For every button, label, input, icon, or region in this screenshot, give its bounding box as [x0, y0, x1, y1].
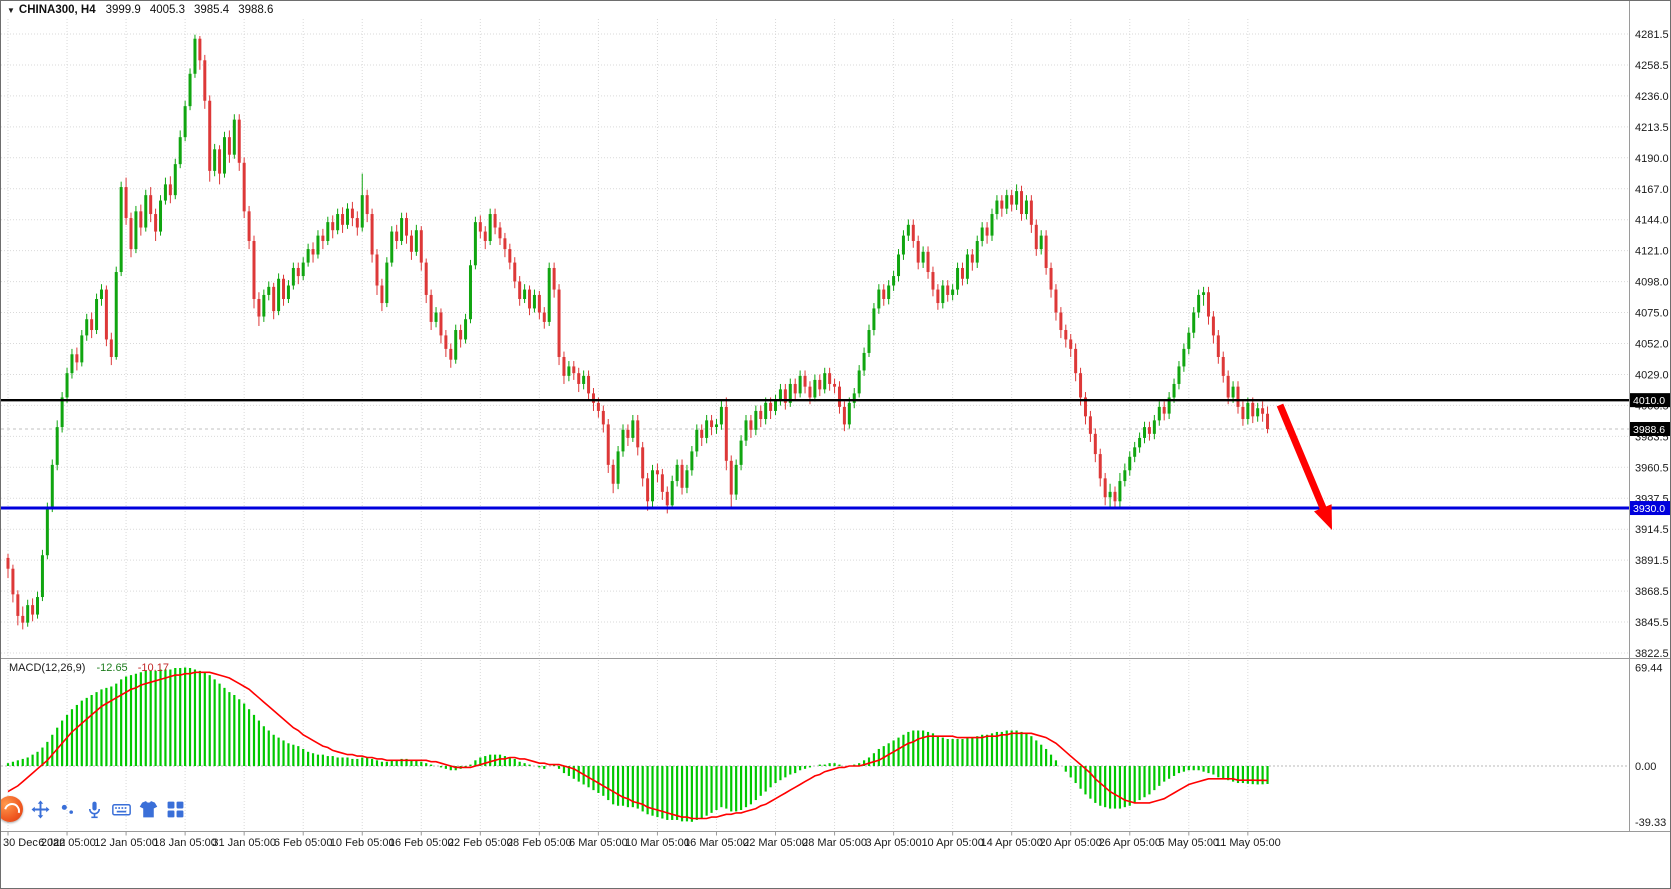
- svg-text:4281.5: 4281.5: [1635, 29, 1669, 41]
- macd-name: MACD(12,26,9): [9, 662, 86, 674]
- svg-text:11 May 05:00: 11 May 05:00: [1215, 837, 1281, 849]
- resistance-price-box: 4010.0: [1630, 393, 1670, 408]
- shirt-icon[interactable]: [139, 800, 158, 819]
- svg-text:3 Apr 05:00: 3 Apr 05:00: [865, 837, 921, 849]
- svg-text:3868.5: 3868.5: [1635, 586, 1669, 598]
- svg-text:6 Mar 05:00: 6 Mar 05:00: [569, 837, 628, 849]
- app-grid-icon[interactable]: [166, 800, 185, 819]
- svg-text:4029.0: 4029.0: [1635, 369, 1669, 381]
- svg-text:3891.5: 3891.5: [1635, 555, 1669, 567]
- pointer-dots-icon[interactable]: [58, 800, 77, 819]
- svg-text:0.00: 0.00: [1635, 761, 1656, 773]
- keyboard-icon[interactable]: [112, 800, 131, 819]
- svg-text:18 Jan 05:00: 18 Jan 05:00: [153, 837, 217, 849]
- svg-text:5 May 05:00: 5 May 05:00: [1159, 837, 1220, 849]
- macd-axis[interactable]: 69.44 0.00 -39.33: [1635, 662, 1666, 828]
- microphone-icon[interactable]: [85, 800, 104, 819]
- macd-main-value: -12.65: [96, 662, 128, 674]
- svg-text:3822.5: 3822.5: [1635, 648, 1669, 660]
- svg-text:16 Feb 05:00: 16 Feb 05:00: [389, 837, 454, 849]
- candlestick-series: [6, 34, 1270, 630]
- svg-text:30 Dec 2022: 30 Dec 2022: [3, 837, 65, 849]
- svg-text:10 Feb 05:00: 10 Feb 05:00: [330, 837, 395, 849]
- svg-text:3930.0: 3930.0: [1633, 503, 1665, 515]
- svg-text:4213.5: 4213.5: [1635, 122, 1669, 134]
- svg-text:28 Mar 05:00: 28 Mar 05:00: [802, 837, 867, 849]
- svg-text:4121.0: 4121.0: [1635, 246, 1669, 258]
- svg-text:28 Feb 05:00: 28 Feb 05:00: [507, 837, 572, 849]
- svg-text:31 Jan 05:00: 31 Jan 05:00: [212, 837, 276, 849]
- svg-text:4052.0: 4052.0: [1635, 339, 1669, 351]
- svg-text:22 Mar 05:00: 22 Mar 05:00: [743, 837, 808, 849]
- svg-text:4167.0: 4167.0: [1635, 184, 1669, 196]
- svg-text:4075.0: 4075.0: [1635, 308, 1669, 320]
- chart-title: ▼ CHINA300, H4 3999.9 4005.3 3985.4 3988…: [7, 4, 282, 16]
- svg-text:-39.33: -39.33: [1635, 817, 1666, 829]
- bid-price-box: 3988.6: [1630, 422, 1670, 437]
- svg-text:3960.5: 3960.5: [1635, 462, 1669, 474]
- svg-text:6 Jan 05:00: 6 Jan 05:00: [38, 837, 96, 849]
- svg-text:16 Mar 05:00: 16 Mar 05:00: [684, 837, 749, 849]
- svg-text:20 Apr 05:00: 20 Apr 05:00: [1040, 837, 1102, 849]
- svg-text:6 Feb 05:00: 6 Feb 05:00: [274, 837, 333, 849]
- symbol-timeframe-label: CHINA300, H4: [18, 4, 96, 16]
- svg-text:10 Apr 05:00: 10 Apr 05:00: [921, 837, 983, 849]
- floating-toolbar: [1, 793, 193, 825]
- svg-text:4098.0: 4098.0: [1635, 277, 1669, 289]
- macd-histogram: [6, 667, 1269, 822]
- svg-text:14 Apr 05:00: 14 Apr 05:00: [980, 837, 1042, 849]
- move-icon[interactable]: [31, 800, 50, 819]
- svg-text:69.44: 69.44: [1635, 662, 1663, 674]
- svg-text:4010.0: 4010.0: [1633, 395, 1665, 407]
- macd-signal-value: -10.17: [137, 662, 169, 674]
- svg-text:26 Apr 05:00: 26 Apr 05:00: [1099, 837, 1161, 849]
- svg-text:4144.0: 4144.0: [1635, 215, 1669, 227]
- svg-text:4236.0: 4236.0: [1635, 91, 1669, 103]
- quote-close: 3988.6: [238, 4, 274, 16]
- svg-text:3914.5: 3914.5: [1635, 524, 1669, 536]
- trend-arrow[interactable]: [1276, 403, 1332, 530]
- macd-signal-line: [7, 671, 1268, 820]
- svg-text:3988.6: 3988.6: [1633, 424, 1665, 436]
- price-axis[interactable]: 4281.5 4258.5 4236.0 4213.5 4190.0 4167.0 4144…: [1635, 29, 1669, 660]
- macd-indicator-label: MACD(12,26,9) -12.65 -10.17: [9, 662, 169, 674]
- svg-text:4258.5: 4258.5: [1635, 60, 1669, 72]
- quote-open: 3999.9: [105, 4, 141, 16]
- svg-text:4190.0: 4190.0: [1635, 153, 1669, 165]
- grid: [1, 19, 1629, 831]
- svg-text:10 Mar 05:00: 10 Mar 05:00: [625, 837, 690, 849]
- svg-text:3845.5: 3845.5: [1635, 617, 1669, 629]
- svg-text:22 Feb 05:00: 22 Feb 05:00: [448, 837, 513, 849]
- dropdown-triangle-icon[interactable]: ▼: [7, 5, 15, 15]
- quote-low: 3985.4: [194, 4, 230, 16]
- svg-text:12 Jan 05:00: 12 Jan 05:00: [94, 837, 158, 849]
- recorder-logo-icon[interactable]: [1, 796, 23, 822]
- pane-separators[interactable]: [1, 1, 1671, 832]
- quote-high: 4005.3: [149, 4, 185, 16]
- support-price-box: 3930.0: [1630, 501, 1670, 516]
